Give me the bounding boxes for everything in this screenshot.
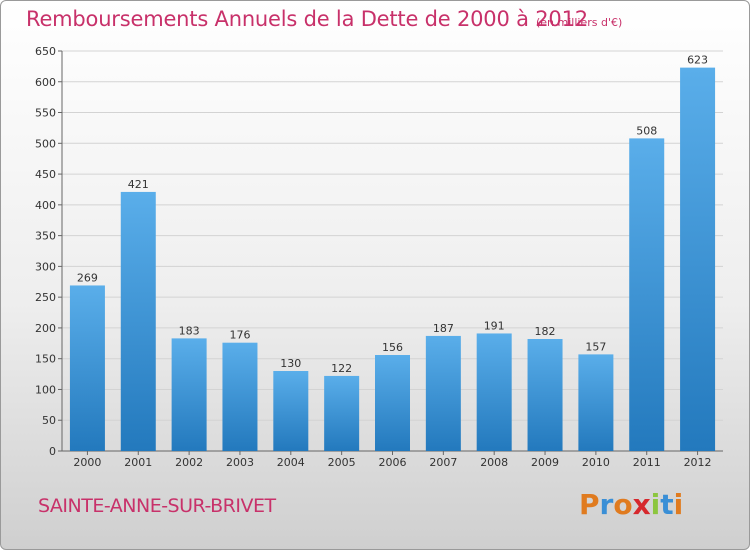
- data-label-2011: 508: [636, 124, 657, 137]
- x-tick-label: 2006: [379, 456, 407, 469]
- y-tick-label: 450: [35, 168, 56, 181]
- data-label-2005: 122: [331, 362, 352, 375]
- proxiti-logo[interactable]: Proxiti: [579, 488, 683, 521]
- y-tick-label: 200: [35, 322, 56, 335]
- commune-name: SAINTE-ANNE-SUR-BRIVET: [38, 495, 276, 517]
- x-tick-label: 2010: [582, 456, 610, 469]
- bar-2001: [120, 191, 156, 451]
- data-label-2003: 176: [229, 329, 250, 342]
- brand-letter: o: [613, 488, 633, 521]
- y-tick-label: 100: [35, 383, 56, 396]
- bar-2008: [476, 333, 512, 451]
- data-label-2004: 130: [280, 357, 301, 370]
- data-label-2009: 182: [535, 325, 556, 338]
- brand-letter: r: [599, 488, 614, 521]
- brand-letter: i: [673, 488, 684, 521]
- brand-letter: x: [632, 488, 651, 521]
- x-tick-label: 2005: [328, 456, 356, 469]
- y-tick-label: 600: [35, 76, 56, 89]
- y-tick-label: 650: [35, 45, 56, 58]
- y-tick-label: 250: [35, 291, 56, 304]
- bar-2002: [171, 338, 207, 451]
- x-tick-label: 2003: [226, 456, 254, 469]
- bar-2007: [425, 335, 461, 451]
- data-label-2001: 421: [128, 178, 149, 191]
- data-label-2006: 156: [382, 341, 403, 354]
- x-tick-label: 2000: [73, 456, 101, 469]
- data-label-2007: 187: [433, 322, 454, 335]
- brand-letter: P: [579, 488, 600, 521]
- x-tick-label: 2004: [277, 456, 305, 469]
- bar-2006: [375, 355, 410, 451]
- data-label-2012: 623: [687, 54, 708, 67]
- bar-2000: [69, 285, 105, 451]
- data-label-2010: 157: [585, 340, 606, 353]
- data-label-2002: 183: [179, 324, 200, 337]
- y-tick-label: 550: [35, 107, 56, 120]
- y-tick-label: 50: [42, 414, 56, 427]
- y-tick-label: 0: [49, 445, 56, 458]
- x-tick-label: 2007: [429, 456, 457, 469]
- data-label-2008: 191: [484, 319, 505, 332]
- x-tick-label: 2008: [480, 456, 508, 469]
- bar-2011: [629, 138, 665, 451]
- y-tick-label: 350: [35, 230, 56, 243]
- data-label-2000: 269: [77, 271, 98, 284]
- bar-2010: [578, 354, 614, 451]
- chart-unit: (en milliers d'€): [536, 16, 623, 29]
- y-tick-label: 400: [35, 199, 56, 212]
- bar-2005: [324, 375, 360, 451]
- brand-letter: t: [660, 488, 674, 521]
- bar-2009: [527, 339, 563, 451]
- x-tick-label: 2011: [633, 456, 661, 469]
- x-tick-label: 2002: [175, 456, 203, 469]
- bar-2004: [273, 371, 309, 451]
- data-labels: 269 421 183 176 130 122 156 187 191 182 157 508 623: [77, 54, 708, 375]
- bar-2003: [222, 342, 258, 451]
- axes: 0 50 100 150 200 250 300 350 400 450 500 550 600 650 2…: [35, 45, 723, 469]
- brand-letter: i: [650, 488, 661, 521]
- y-tick-label: 150: [35, 353, 56, 366]
- bars: [69, 67, 716, 451]
- bar-2012: [680, 67, 716, 451]
- y-tick-label: 300: [35, 260, 56, 273]
- x-tick-label: 2009: [531, 456, 559, 469]
- chart-title: Remboursements Annuels de la Dette de 20…: [26, 7, 588, 31]
- x-tick-label: 2012: [684, 456, 712, 469]
- y-tick-label: 500: [35, 137, 56, 150]
- x-tick-label: 2001: [124, 456, 152, 469]
